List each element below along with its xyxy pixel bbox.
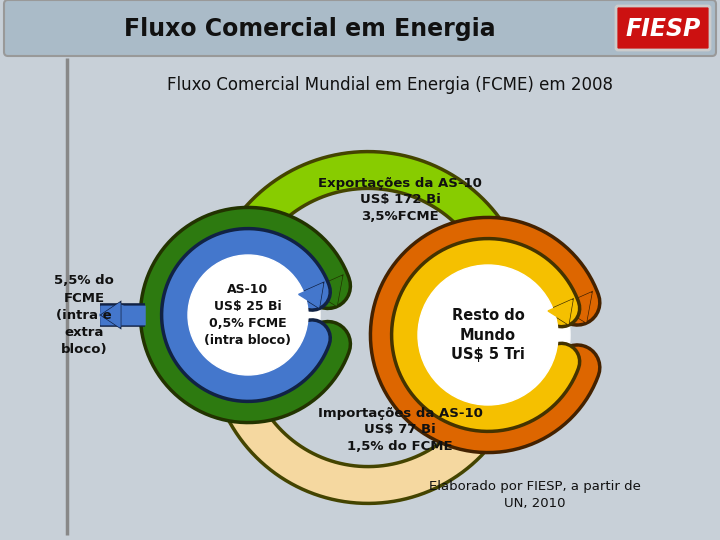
- Polygon shape: [312, 276, 342, 305]
- Circle shape: [176, 243, 320, 387]
- FancyBboxPatch shape: [616, 6, 710, 50]
- Text: 5,5% do
FCME
(intra e
extra
bloco): 5,5% do FCME (intra e extra bloco): [54, 274, 114, 355]
- Text: Exportações da AS-10
US$ 172 Bi
3,5%FCME: Exportações da AS-10 US$ 172 Bi 3,5%FCME: [318, 177, 482, 224]
- Polygon shape: [495, 271, 520, 294]
- Circle shape: [406, 253, 570, 417]
- FancyBboxPatch shape: [4, 0, 716, 56]
- Text: Resto do
Mundo
US$ 5 Tri: Resto do Mundo US$ 5 Tri: [451, 308, 525, 362]
- Text: Elaborado por FIESP, a partir de
UN, 2010: Elaborado por FIESP, a partir de UN, 201…: [429, 480, 641, 510]
- Polygon shape: [221, 365, 246, 388]
- Polygon shape: [299, 284, 323, 307]
- Polygon shape: [561, 293, 591, 322]
- Text: Fluxo Comercial em Energia: Fluxo Comercial em Energia: [124, 17, 496, 41]
- Circle shape: [188, 255, 308, 375]
- Polygon shape: [548, 300, 572, 323]
- Text: Fluxo Comercial Mundial em Energia (FCME) em 2008: Fluxo Comercial Mundial em Energia (FCME…: [167, 76, 613, 94]
- Text: FIESP: FIESP: [625, 17, 701, 41]
- Text: Importações da AS-10
US$ 77 Bi
1,5% do FCME: Importações da AS-10 US$ 77 Bi 1,5% do F…: [318, 407, 482, 454]
- Text: AS-10
US$ 25 Bi
0,5% FCME
(intra bloco): AS-10 US$ 25 Bi 0,5% FCME (intra bloco): [204, 283, 292, 347]
- Polygon shape: [102, 303, 120, 327]
- Circle shape: [418, 265, 558, 405]
